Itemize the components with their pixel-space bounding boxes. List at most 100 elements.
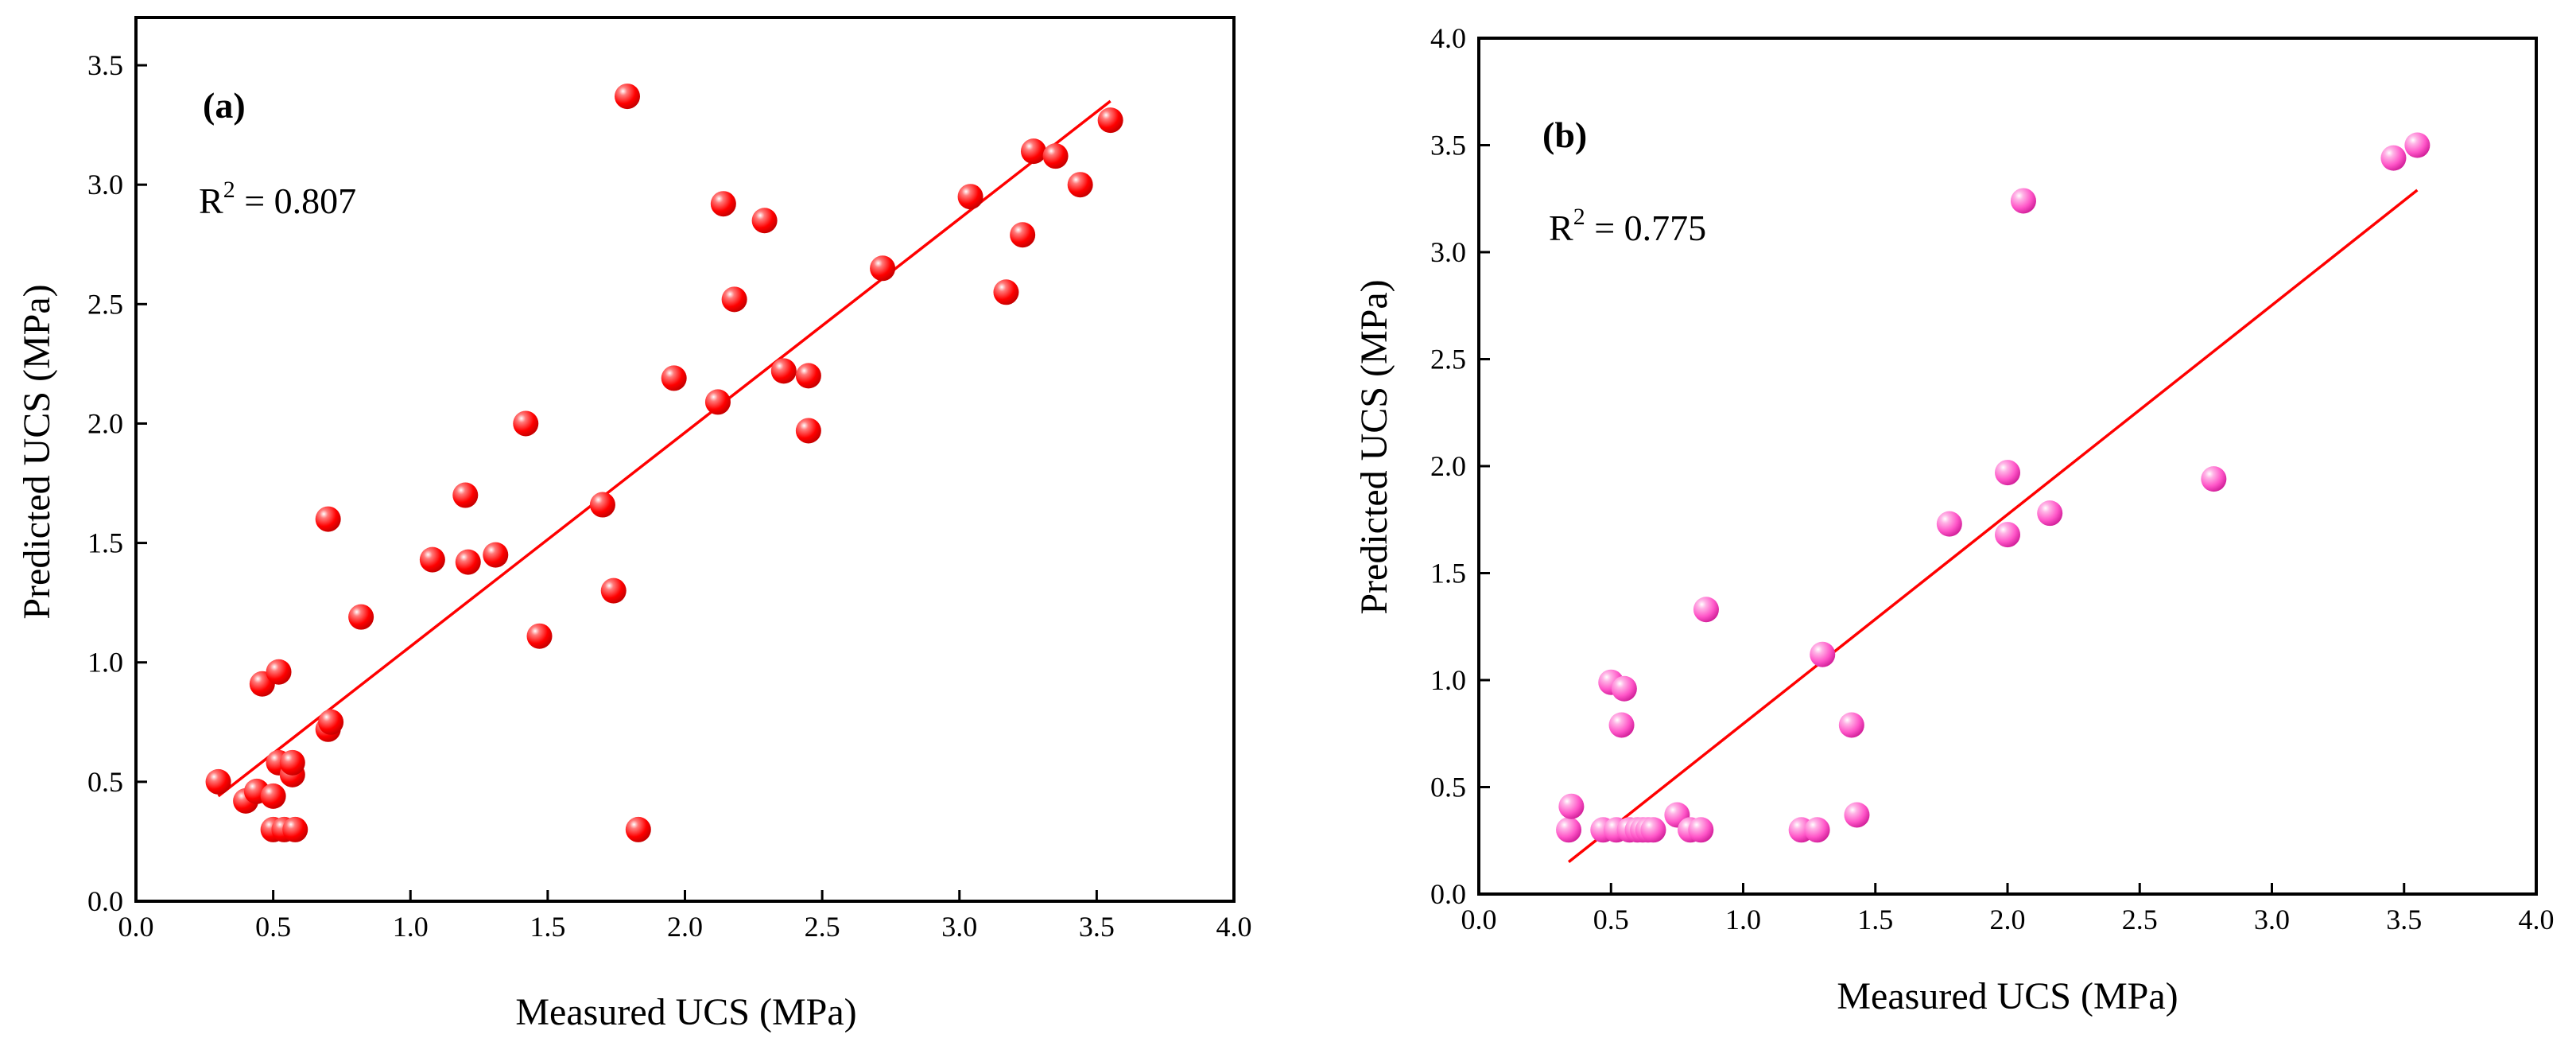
data-point-a xyxy=(513,410,539,437)
data-point-a xyxy=(348,604,374,630)
y-tick-label-a: 2.0 xyxy=(87,407,123,439)
data-point-b xyxy=(1810,641,1836,667)
data-point-b xyxy=(1558,793,1585,819)
data-point-b xyxy=(1556,817,1582,843)
data-point-a xyxy=(1067,172,1093,198)
data-point-a xyxy=(770,358,797,384)
y-tick-label-a: 3.0 xyxy=(87,169,123,200)
x-tick-label-a: 2.0 xyxy=(667,911,703,943)
panel-label-a: (a) xyxy=(203,85,246,126)
data-point-a xyxy=(483,542,509,568)
y-tick-label-a: 0.5 xyxy=(87,766,123,798)
data-point-a xyxy=(589,492,615,518)
data-point-a xyxy=(315,506,341,532)
x-tick-label-a: 3.0 xyxy=(941,911,977,943)
data-point-b xyxy=(1688,817,1714,843)
y-tick-label-b: 0.0 xyxy=(1430,878,1466,910)
data-point-b xyxy=(1693,597,1719,623)
data-point-b xyxy=(1838,712,1864,738)
x-axis-title-a: Measured UCS (MPa) xyxy=(515,991,856,1033)
chart-panel-a: (a) R2 = 0.807 Measured UCS (MPa) Predic… xyxy=(16,16,1252,1033)
data-point-b xyxy=(1936,511,1962,537)
data-point-a xyxy=(526,623,553,649)
data-point-b xyxy=(1804,817,1830,843)
data-point-a xyxy=(452,482,479,508)
x-tick-label-b: 2.5 xyxy=(2122,904,2158,935)
x-axis-title-b: Measured UCS (MPa) xyxy=(1837,975,2178,1017)
r2-annotation-b: R2 = 0.775 xyxy=(1549,204,1706,248)
data-point-a xyxy=(455,549,481,575)
y-tick-label-a: 1.5 xyxy=(87,527,123,559)
data-point-a xyxy=(318,709,344,735)
data-point-a xyxy=(993,279,1019,305)
y-tick-label-b: 4.0 xyxy=(1430,22,1466,54)
data-point-a xyxy=(266,659,292,685)
data-point-a xyxy=(1020,138,1046,165)
data-point-a xyxy=(625,816,651,842)
y-tick-label-a: 1.0 xyxy=(87,647,123,679)
data-point-a xyxy=(661,365,687,391)
data-point-a xyxy=(751,208,778,234)
chart-panel-b: (b) R2 = 0.775 Measured UCS (MPa) Predic… xyxy=(1353,22,2555,1017)
y-tick-label-a: 3.5 xyxy=(87,49,123,81)
data-point-b xyxy=(2380,145,2407,171)
data-point-a xyxy=(1097,107,1123,134)
data-point-b xyxy=(1995,522,2020,548)
x-tick-label-b: 3.5 xyxy=(2386,904,2422,935)
y-axis-title-a: Predicted UCS (MPa) xyxy=(16,284,58,619)
y-tick-label-b: 1.0 xyxy=(1430,664,1466,696)
fit-line-a xyxy=(217,99,1111,798)
y-tick-label-b: 3.0 xyxy=(1430,236,1466,268)
data-point-a xyxy=(870,255,896,282)
y-tick-label-a: 0.0 xyxy=(87,885,123,917)
data-point-b xyxy=(2404,132,2431,158)
data-point-a xyxy=(1042,143,1069,169)
x-tick-label-a: 3.5 xyxy=(1079,911,1115,943)
data-point-b xyxy=(1844,802,1870,828)
data-point-b xyxy=(1608,712,1635,738)
x-tick-label-a: 2.5 xyxy=(805,911,840,943)
data-point-b xyxy=(1995,460,2020,486)
data-point-a xyxy=(957,184,983,210)
data-point-a xyxy=(600,577,627,604)
data-point-a xyxy=(282,816,308,842)
data-point-a xyxy=(279,749,305,776)
data-point-b xyxy=(2010,188,2036,214)
data-point-a xyxy=(419,546,445,573)
panel-label-b: (b) xyxy=(1542,115,1587,155)
x-tick-label-a: 1.0 xyxy=(393,911,429,943)
data-point-b xyxy=(1640,817,1666,843)
data-point-a xyxy=(205,768,231,795)
y-axis-title-b: Predicted UCS (MPa) xyxy=(1353,279,1395,614)
x-tick-label-b: 3.0 xyxy=(2254,904,2290,935)
x-tick-label-a: 4.0 xyxy=(1216,911,1252,943)
y-tick-label-b: 1.5 xyxy=(1430,558,1466,589)
x-tick-label-b: 4.0 xyxy=(2519,904,2555,935)
data-point-b xyxy=(1611,675,1637,702)
x-tick-label-b: 1.0 xyxy=(1725,904,1761,935)
data-point-b xyxy=(2201,466,2227,492)
data-point-a xyxy=(795,418,821,444)
y-tick-label-a: 2.5 xyxy=(87,288,123,320)
y-tick-label-b: 3.5 xyxy=(1430,130,1466,161)
data-point-a xyxy=(704,389,731,415)
y-tick-label-b: 2.0 xyxy=(1430,450,1466,482)
x-tick-label-a: 0.0 xyxy=(118,911,154,943)
x-tick-label-a: 0.5 xyxy=(255,911,291,943)
data-point-a xyxy=(614,84,640,110)
r2-annotation-a: R2 = 0.807 xyxy=(199,177,356,221)
y-tick-label-b: 0.5 xyxy=(1430,772,1466,803)
x-tick-label-b: 0.0 xyxy=(1461,904,1497,935)
data-point-a xyxy=(795,363,821,389)
data-point-a xyxy=(260,783,286,809)
x-tick-label-b: 0.5 xyxy=(1593,904,1629,935)
x-tick-label-a: 1.5 xyxy=(530,911,565,943)
x-tick-label-b: 2.0 xyxy=(1990,904,2026,935)
data-point-a xyxy=(710,191,736,217)
data-point-b xyxy=(2037,500,2063,527)
fit-line-b xyxy=(1567,189,2419,864)
x-tick-label-b: 1.5 xyxy=(1857,904,1893,935)
y-tick-label-b: 2.5 xyxy=(1430,344,1466,375)
data-point-a xyxy=(1010,222,1036,248)
